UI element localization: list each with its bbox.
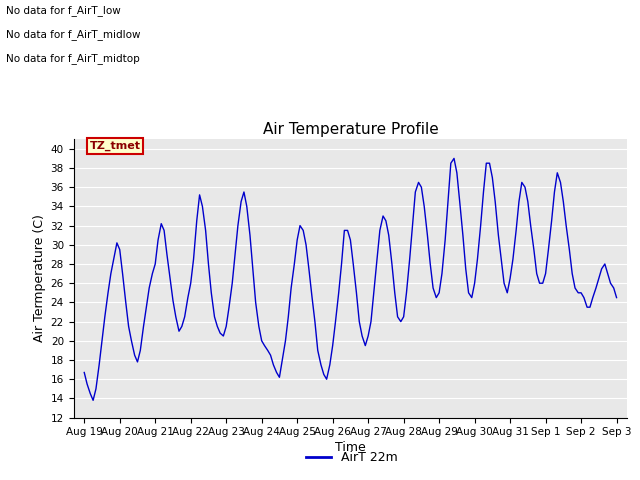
Text: No data for f_AirT_midlow: No data for f_AirT_midlow — [6, 29, 141, 40]
Text: No data for f_AirT_low: No data for f_AirT_low — [6, 5, 121, 16]
Legend: AirT 22m: AirT 22m — [301, 446, 403, 469]
Y-axis label: Air Termperature (C): Air Termperature (C) — [33, 215, 47, 342]
Text: TZ_tmet: TZ_tmet — [90, 141, 141, 151]
Text: No data for f_AirT_midtop: No data for f_AirT_midtop — [6, 53, 140, 64]
Title: Air Temperature Profile: Air Temperature Profile — [262, 121, 438, 137]
X-axis label: Time: Time — [335, 442, 366, 455]
